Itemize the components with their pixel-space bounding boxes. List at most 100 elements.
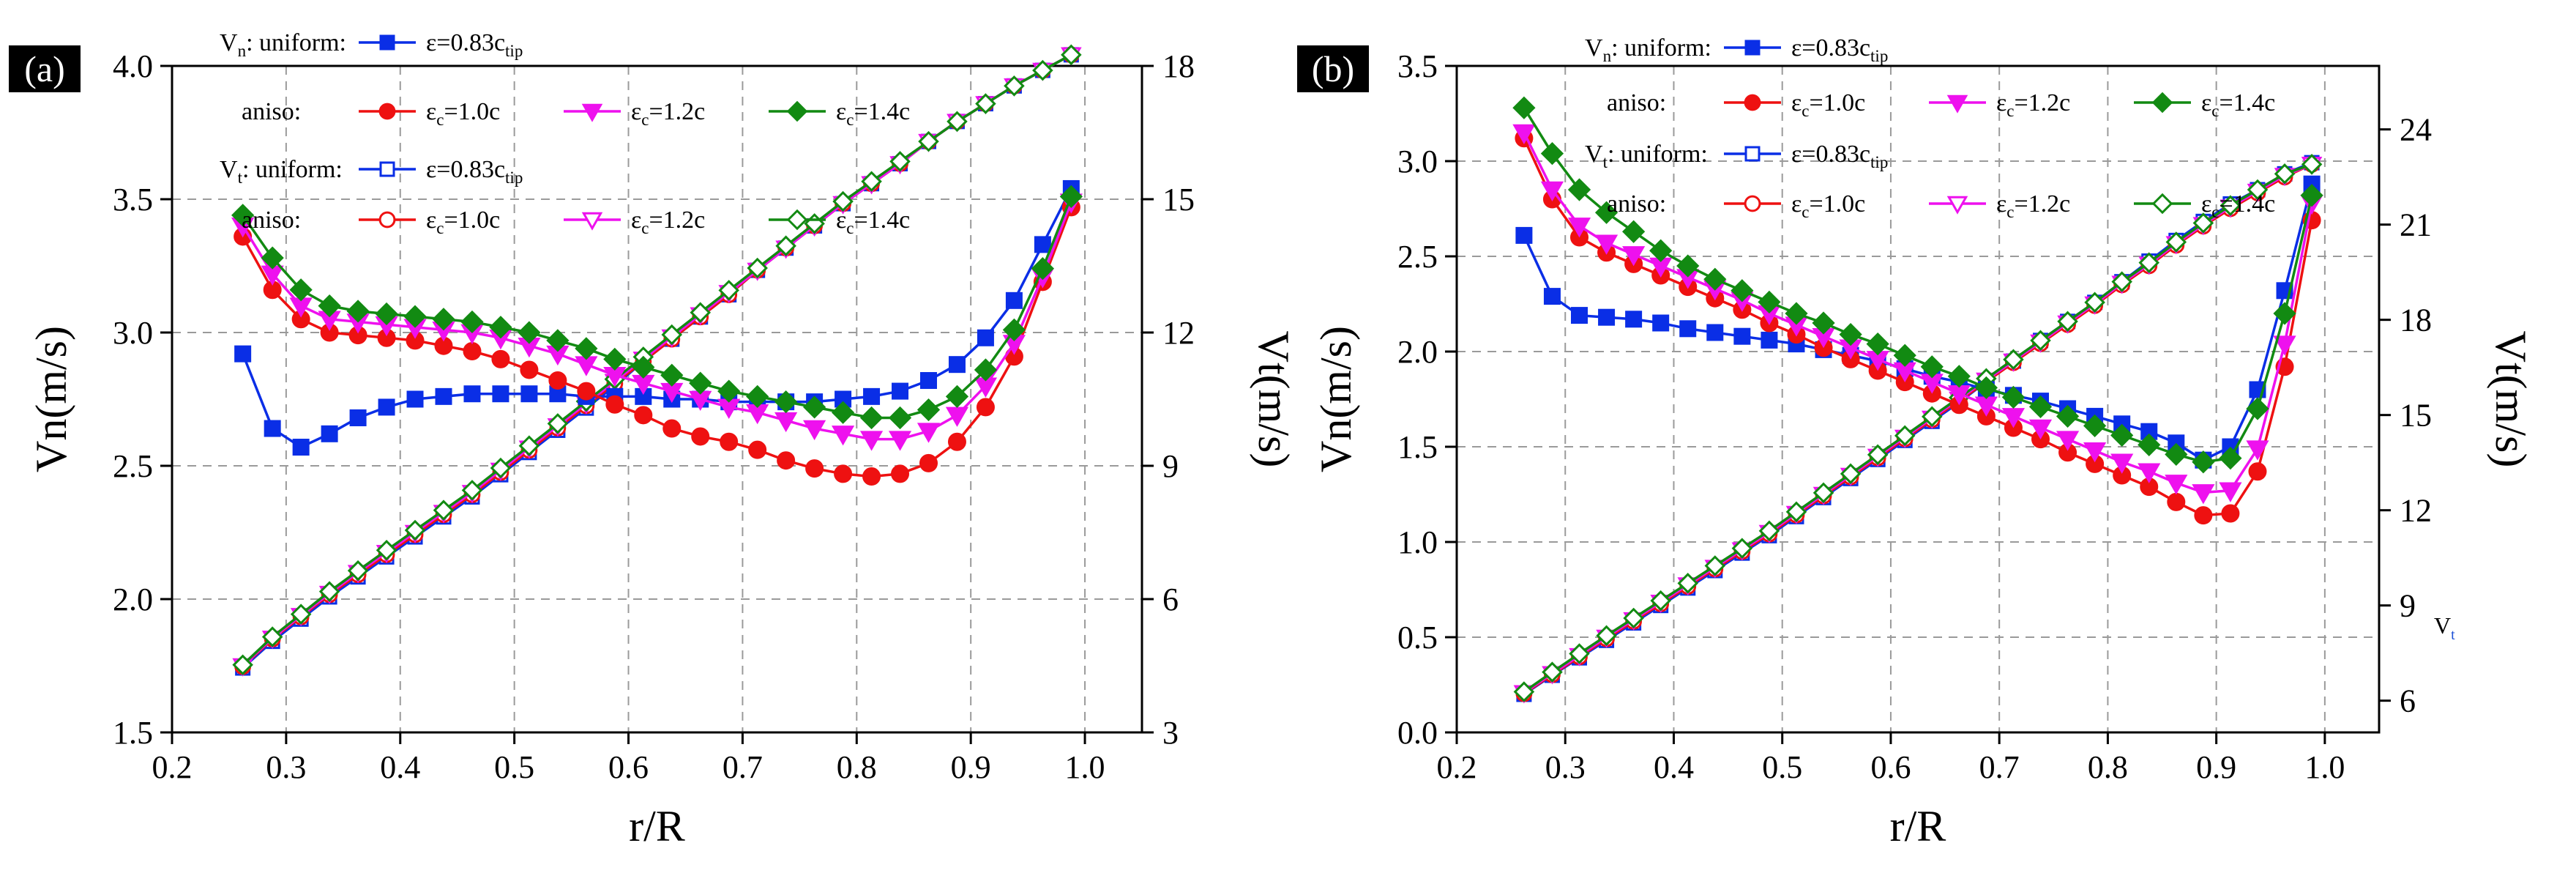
legend-group-v: V xyxy=(220,29,238,56)
stray-vt-label: Vt xyxy=(2434,612,2455,643)
data-point xyxy=(2273,335,2296,356)
data-point xyxy=(1034,236,1051,253)
data-point xyxy=(691,427,710,446)
legend-entry-label: εc=1.2c xyxy=(631,98,705,129)
data-point xyxy=(2248,462,2267,481)
data-point xyxy=(261,626,283,647)
legend-entry-label: εc=1.2c xyxy=(1996,89,2070,120)
data-point xyxy=(1733,327,1751,345)
x-tick-label: 0.3 xyxy=(1545,749,1586,785)
data-point xyxy=(1866,332,1889,356)
data-point xyxy=(318,294,341,318)
data-point xyxy=(863,387,881,405)
data-point xyxy=(435,387,452,405)
data-point xyxy=(918,130,939,152)
x-tick-label: 0.4 xyxy=(1654,749,1694,785)
legend-eps: ε xyxy=(426,207,436,234)
series-1 xyxy=(234,198,1080,486)
data-point xyxy=(945,385,969,408)
data-point xyxy=(888,406,912,430)
data-point xyxy=(491,349,510,368)
data-point xyxy=(774,412,798,433)
data-point xyxy=(892,382,909,400)
data-point xyxy=(1567,178,1591,201)
legend-eps: ε xyxy=(836,207,846,234)
data-point xyxy=(834,464,853,483)
data-point xyxy=(920,372,937,390)
x-tick-label: 0.5 xyxy=(1762,749,1802,785)
data-point xyxy=(2083,442,2107,463)
data-point xyxy=(1594,234,1619,255)
x-tick-label: 0.3 xyxy=(266,749,306,785)
data-point xyxy=(718,280,739,301)
legend-entry-label: εc=1.4c xyxy=(836,207,910,237)
data-point xyxy=(290,604,312,625)
data-point xyxy=(433,500,455,521)
plot-frame xyxy=(1455,64,2381,734)
x-tick-label: 0.8 xyxy=(837,749,877,785)
data-point xyxy=(234,345,252,363)
series-line xyxy=(242,53,1072,667)
data-point xyxy=(746,385,769,408)
data-point xyxy=(1706,324,1724,341)
data-point xyxy=(1622,246,1646,267)
legend-eps-sub: c xyxy=(1802,102,1809,120)
x-tick-label: 0.8 xyxy=(2088,749,2128,785)
data-point xyxy=(1758,290,1781,314)
legend-group-uniform: : uniform: xyxy=(1611,34,1711,62)
data-point xyxy=(1676,254,1700,278)
data-point xyxy=(1812,311,1835,335)
legend-group-label: Vn: uniform: xyxy=(220,29,346,60)
data-point xyxy=(2246,397,2269,420)
legend-eps: ε xyxy=(1996,190,2006,218)
y-right-tick-label: 15 xyxy=(2400,398,2432,434)
data-point xyxy=(661,324,683,346)
legend-entry-label: εc=1.2c xyxy=(1996,190,2070,221)
x-tick-label: 0.4 xyxy=(380,749,420,785)
legend-entry-label: ε=0.83ctip xyxy=(426,29,523,60)
legend-eps-value: =1.4c xyxy=(2220,89,2276,116)
legend-marker-vn-aniso xyxy=(581,103,603,122)
legend-marker-vn-aniso xyxy=(1946,94,1968,114)
y-right-axis-title: Vt(m/s) xyxy=(1250,331,1298,468)
y-left-tick-label: 3.5 xyxy=(1397,48,1438,84)
legend-eps-value: =1.0c xyxy=(1810,89,1866,116)
data-point xyxy=(1785,302,1808,325)
data-point xyxy=(2111,271,2132,292)
x-axis-title: r/R xyxy=(1890,802,1946,850)
series-3 xyxy=(231,185,1083,430)
legend-marker-vt-aniso xyxy=(581,212,603,231)
legend-entry-label: ε=0.83ctip xyxy=(426,156,523,187)
data-point xyxy=(919,453,938,472)
legend-eps-value: =1.2c xyxy=(649,207,706,234)
legend-entry-label: εc=1.0c xyxy=(426,207,500,237)
y-right-tick-label: 18 xyxy=(2400,302,2432,338)
data-point xyxy=(862,467,881,486)
data-point xyxy=(1543,288,1561,305)
data-point xyxy=(976,398,995,417)
legend-marker-vt-aniso xyxy=(786,209,808,231)
x-tick-label: 1.0 xyxy=(2304,749,2345,785)
data-point xyxy=(1839,322,1862,346)
data-point xyxy=(520,360,539,379)
series-line xyxy=(242,53,1072,669)
legend-aniso-label: aniso: xyxy=(1607,190,1666,218)
data-point xyxy=(347,560,369,582)
data-point xyxy=(1542,661,1563,683)
data-point xyxy=(1005,291,1023,309)
data-point xyxy=(1840,463,1862,485)
data-point xyxy=(717,379,741,403)
legend-uniform-value: ε=0.83c xyxy=(426,156,505,183)
data-point xyxy=(2028,395,2053,419)
legend-eps-value: =1.2c xyxy=(2015,89,2071,116)
y-right-tick-label: 9 xyxy=(2400,588,2416,624)
x-tick-label: 1.0 xyxy=(1065,749,1105,785)
legend-eps-sub: c xyxy=(2211,102,2219,120)
data-point xyxy=(463,385,481,403)
series-line xyxy=(1523,183,2313,462)
data-point xyxy=(775,235,796,256)
data-point xyxy=(832,190,854,212)
y-left-tick-label: 3.0 xyxy=(1397,144,1438,179)
data-point xyxy=(2028,419,2053,440)
